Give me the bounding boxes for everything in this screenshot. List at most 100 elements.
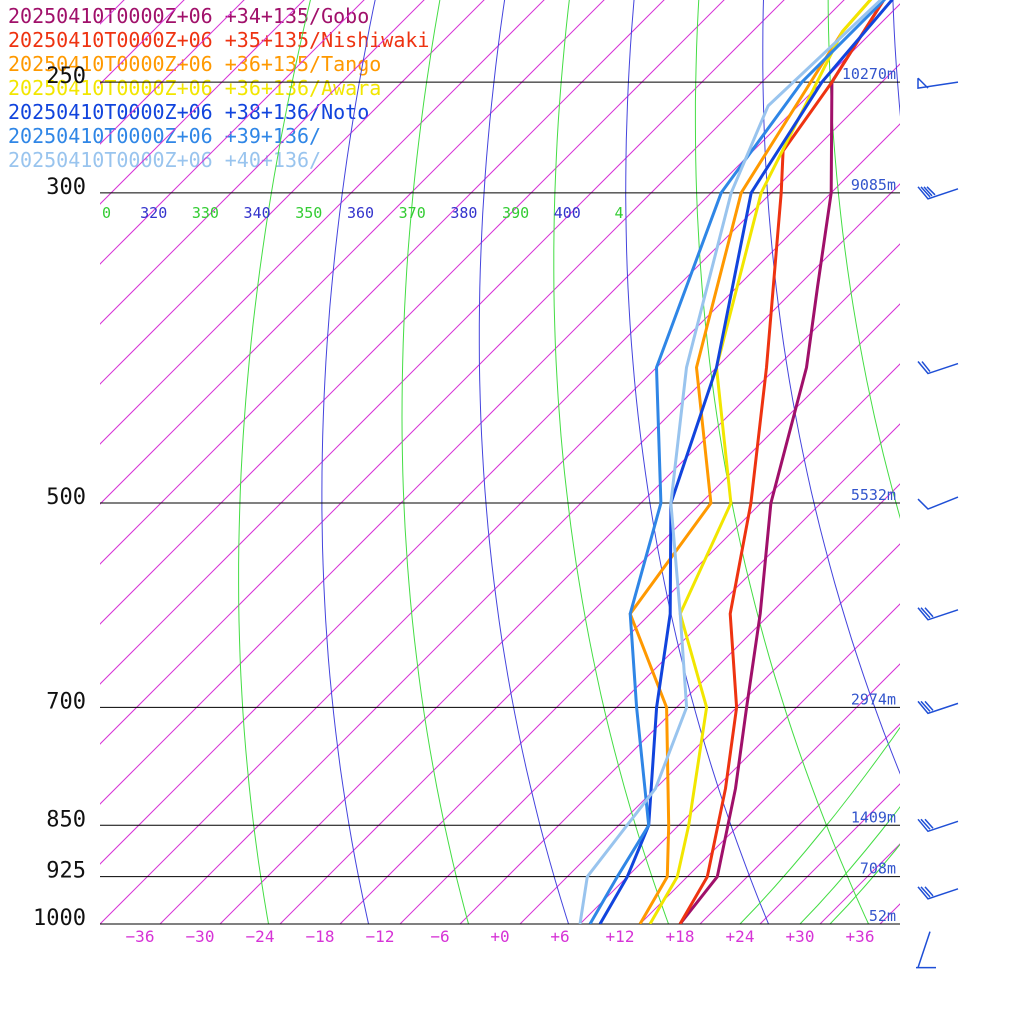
wind-barb	[917, 818, 959, 833]
wind-barb	[917, 496, 959, 510]
isotherm-line	[100, 0, 545, 445]
theta-line	[238, 0, 311, 924]
isotherm-line	[579, 603, 900, 924]
theta-label: 330	[192, 204, 219, 222]
isotherm-line	[100, 0, 305, 205]
theta-label: 320	[140, 204, 167, 222]
wind-barb	[917, 361, 959, 375]
height-label: 10270m	[842, 65, 896, 83]
series-line-2	[628, 0, 873, 924]
temperature-tick-label: +12	[606, 927, 635, 946]
isotherm-line	[759, 783, 900, 924]
isotherm-line	[339, 363, 900, 924]
temperature-tick-label: −24	[246, 927, 275, 946]
pressure-tick-label: 250	[46, 64, 86, 89]
wind-barb	[917, 700, 959, 715]
temperature-tick-label: +36	[846, 927, 875, 946]
temperature-tick-label: −6	[430, 927, 449, 946]
wind-barb	[917, 607, 959, 621]
series-line-3	[648, 0, 873, 924]
theta-line	[1013, 0, 1024, 954]
height-label: 9085m	[851, 176, 896, 194]
theta-line	[321, 0, 376, 924]
theta-label: 400	[554, 204, 581, 222]
theta-label: 0	[102, 204, 111, 222]
wind-barb	[916, 931, 936, 969]
isotherm-line	[159, 183, 900, 924]
isotherm-line	[100, 63, 900, 865]
isotherm-line	[100, 0, 725, 625]
pressure-tick-label: 925	[46, 859, 86, 884]
temperature-tick-label: −36	[126, 927, 155, 946]
series-line-5	[588, 0, 887, 924]
temperature-tick-label: +0	[490, 927, 509, 946]
height-label: 2974m	[851, 690, 896, 708]
isotherm-line	[399, 423, 900, 924]
isotherm-line	[879, 903, 900, 924]
isotherm-line	[100, 0, 365, 265]
legend-entry-gobo: 20250410T0000Z+06 +34+135/Gobo	[8, 4, 370, 28]
temperature-tick-label: +24	[726, 927, 755, 946]
theta-label: 4	[614, 204, 623, 222]
isotherm-line	[100, 0, 425, 325]
pressure-tick-label: 1000	[33, 906, 86, 931]
isotherm-line	[100, 0, 485, 385]
isotherm-line	[100, 0, 665, 565]
theta-line	[953, 0, 1024, 954]
series-line-4	[598, 0, 894, 924]
theta-label: 390	[502, 204, 529, 222]
theta-label: 370	[399, 204, 426, 222]
legend-entry-tango: 20250410T0000Z+06 +36+135/Tango	[8, 52, 382, 76]
isotherm-line	[100, 0, 785, 685]
isotherm-line	[100, 123, 900, 924]
legend-entry-nishiwaki: 20250410T0000Z+06 +35+135/Nishiwaki	[8, 28, 430, 52]
isobar-lines	[100, 81, 900, 925]
axis-labels: 100150200250300500700850925100016037m135…	[33, 64, 896, 946]
isotherm-line	[459, 483, 900, 924]
sounding-series	[578, 0, 894, 924]
legend-entry-39-136: 20250410T0000Z+06 +39+136/	[8, 124, 322, 148]
theta-label: 350	[295, 204, 322, 222]
wind-barb	[917, 186, 959, 200]
pressure-tick-label: 500	[46, 485, 86, 510]
theta-line	[478, 0, 570, 924]
isotherm-line	[219, 243, 900, 924]
moist-adiabat-line	[829, 843, 900, 924]
isotherm-line	[279, 303, 900, 924]
pressure-tick-label: 300	[46, 175, 86, 200]
isotherm-line	[100, 0, 185, 85]
temperature-tick-label: −30	[186, 927, 215, 946]
isotherm-line	[519, 543, 900, 924]
temperature-tick-label: −18	[306, 927, 335, 946]
temperature-tick-label: +6	[550, 927, 569, 946]
pressure-tick-label: 850	[46, 807, 86, 832]
isotherm-line	[100, 0, 845, 745]
isotherm-line	[819, 843, 900, 924]
wind-barb	[917, 77, 959, 89]
legend-entry-noto: 20250410T0000Z+06 +38+136/Noto	[8, 100, 370, 124]
theta-label: 340	[244, 204, 271, 222]
theta-line	[762, 0, 900, 775]
theta-line	[892, 0, 900, 117]
series-line-0	[678, 0, 886, 924]
temperature-tick-label: +18	[666, 927, 695, 946]
isotherm-line	[100, 3, 900, 805]
wind-barbs	[916, 77, 959, 969]
wind-barb	[917, 886, 959, 900]
theta-line	[553, 0, 670, 924]
isotherm-line	[100, 0, 605, 505]
theta-label: 360	[347, 204, 374, 222]
height-label: 1409m	[851, 808, 896, 826]
temperature-tick-label: +30	[786, 927, 815, 946]
height-label: 708m	[860, 860, 896, 878]
theta-label: 380	[450, 204, 477, 222]
theta-line	[694, 0, 870, 924]
series-line-1	[678, 0, 886, 924]
theta-line	[401, 0, 470, 924]
temperature-tick-label: −12	[366, 927, 395, 946]
legend-entry-40-136: 20250410T0000Z+06 +40+136/	[8, 148, 322, 172]
height-label: 52m	[869, 907, 896, 925]
height-label: 5532m	[851, 486, 896, 504]
pressure-tick-label: 700	[46, 689, 86, 714]
